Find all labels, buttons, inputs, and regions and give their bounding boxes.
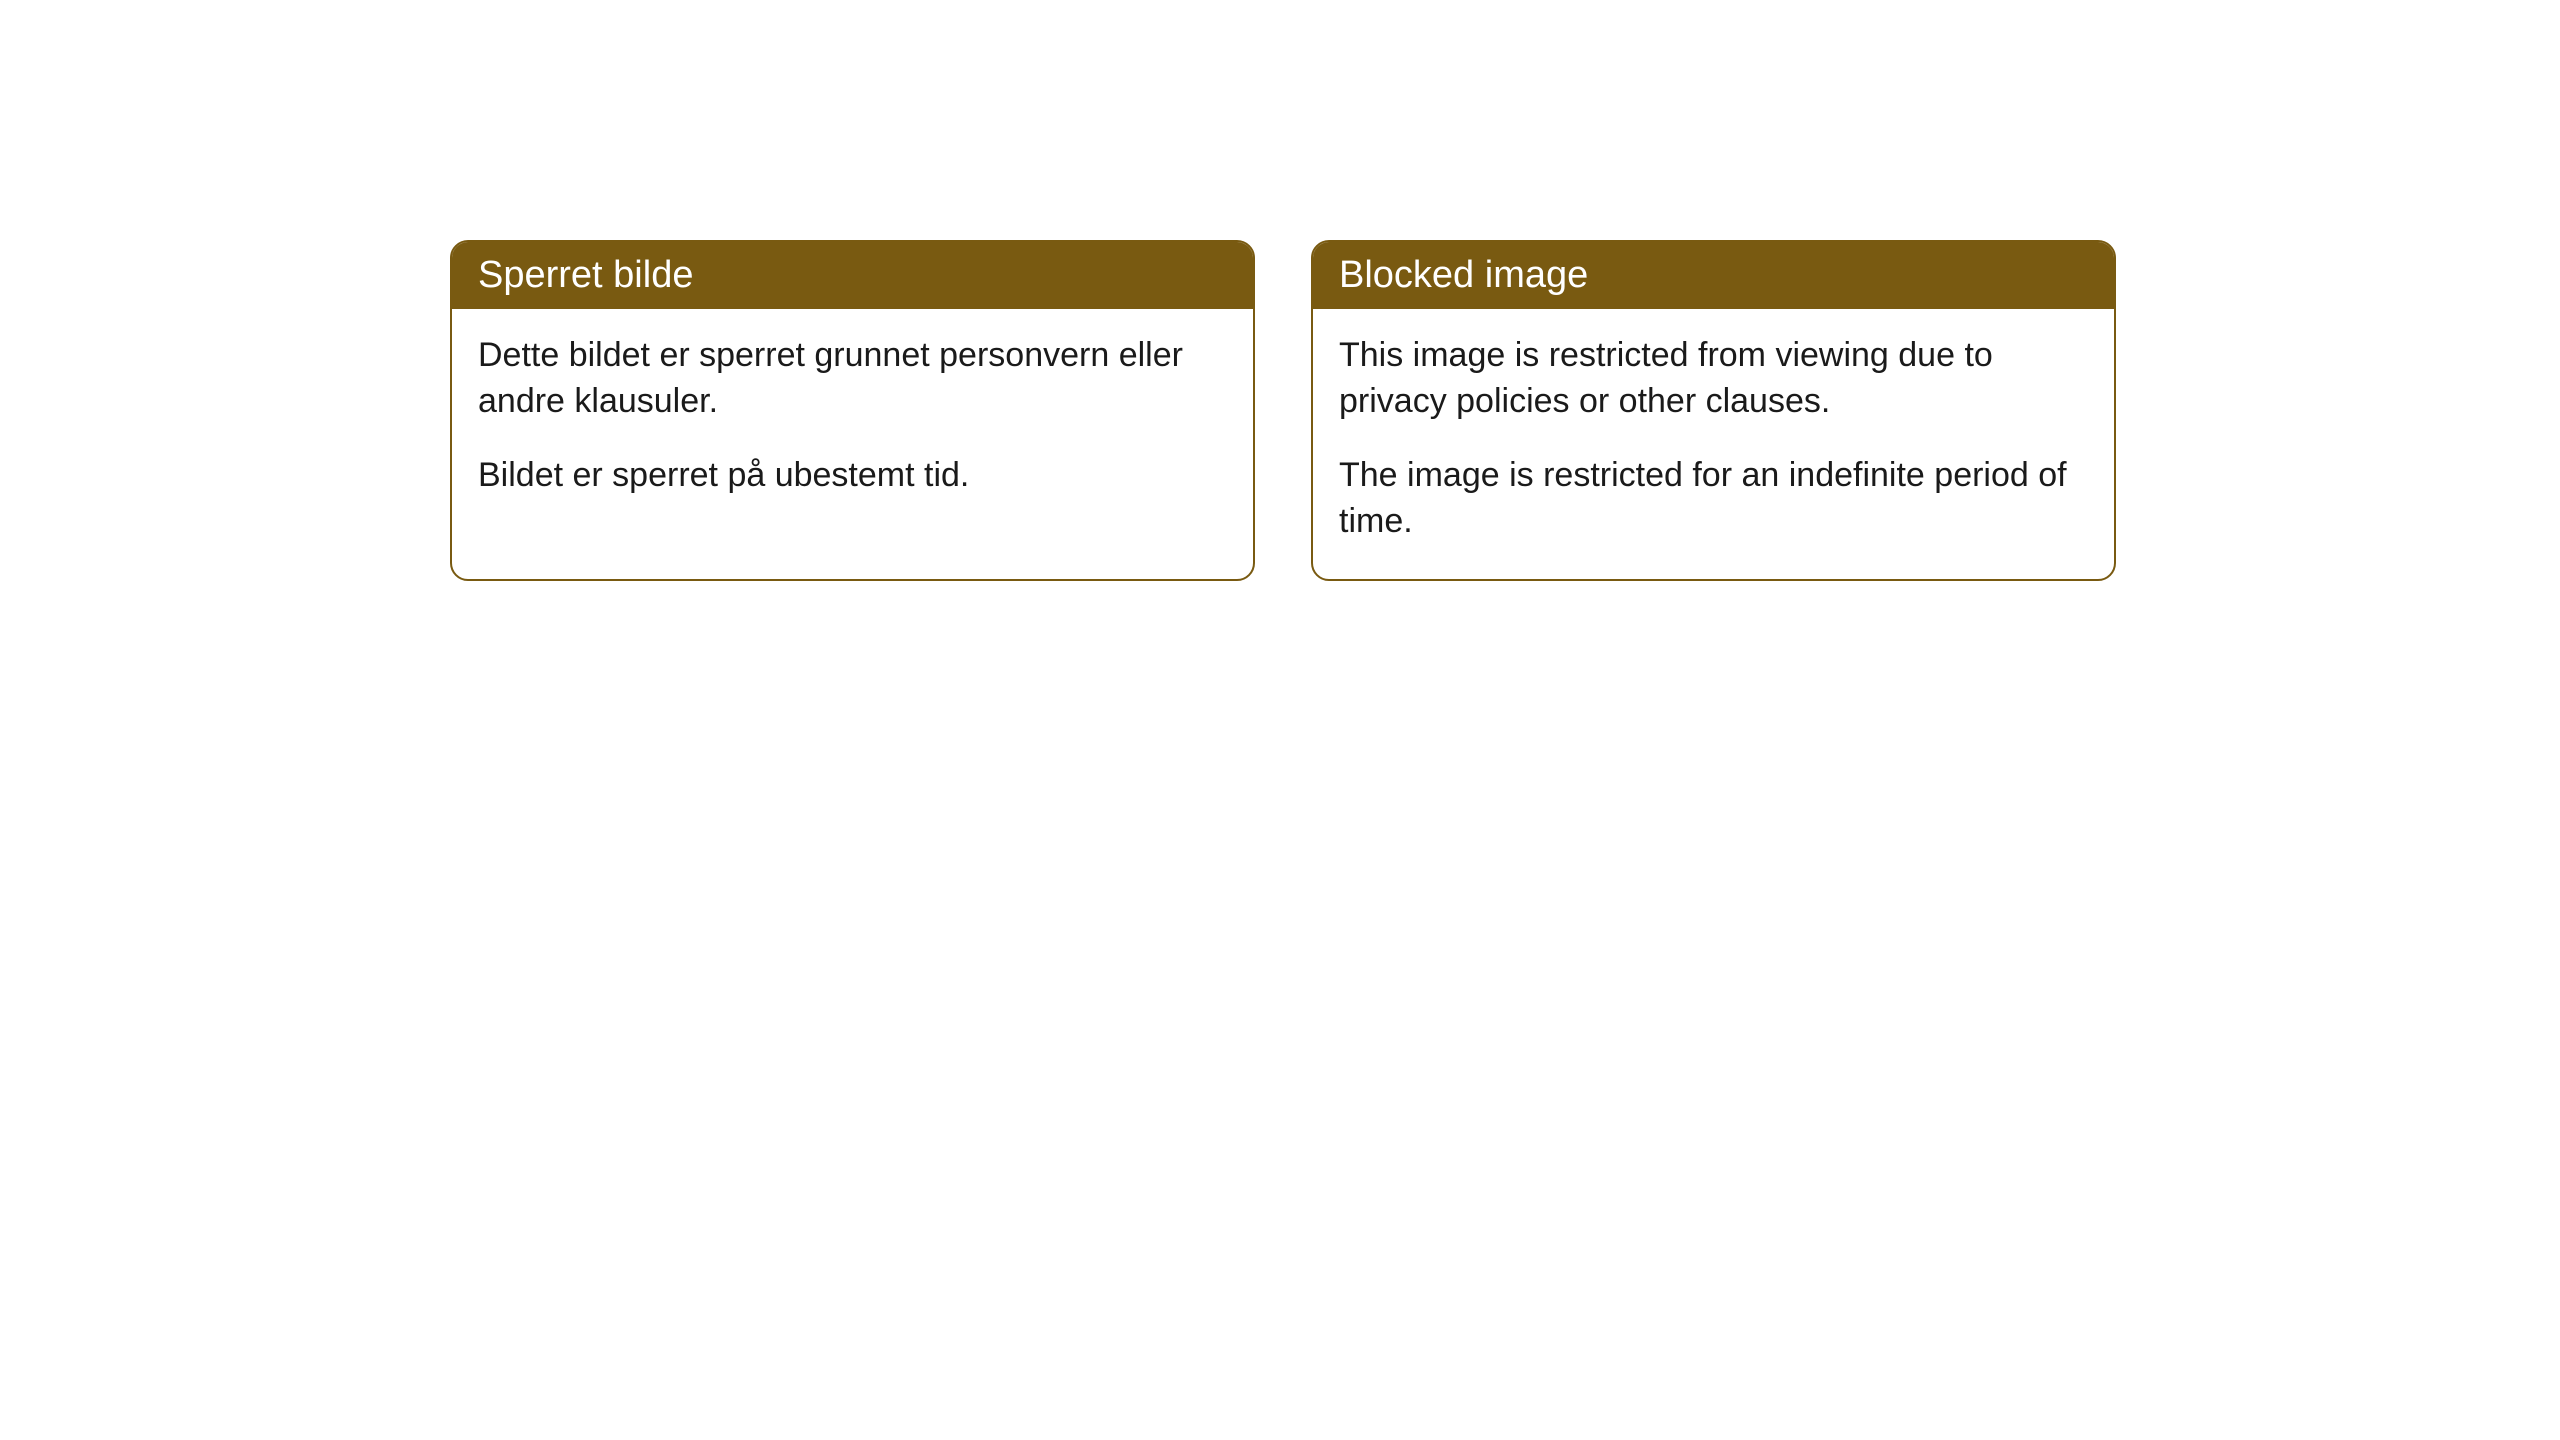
card-paragraph: Bildet er sperret på ubestemt tid. [478,453,1227,499]
blocked-image-card-en: Blocked image This image is restricted f… [1311,240,2116,581]
card-body-no: Dette bildet er sperret grunnet personve… [452,309,1253,533]
blocked-image-card-no: Sperret bilde Dette bildet er sperret gr… [450,240,1255,581]
card-title-en: Blocked image [1313,242,2114,309]
notice-cards-container: Sperret bilde Dette bildet er sperret gr… [450,240,2116,581]
card-paragraph: The image is restricted for an indefinit… [1339,453,2088,545]
card-paragraph: Dette bildet er sperret grunnet personve… [478,333,1227,425]
card-paragraph: This image is restricted from viewing du… [1339,333,2088,425]
card-body-en: This image is restricted from viewing du… [1313,309,2114,579]
card-title-no: Sperret bilde [452,242,1253,309]
